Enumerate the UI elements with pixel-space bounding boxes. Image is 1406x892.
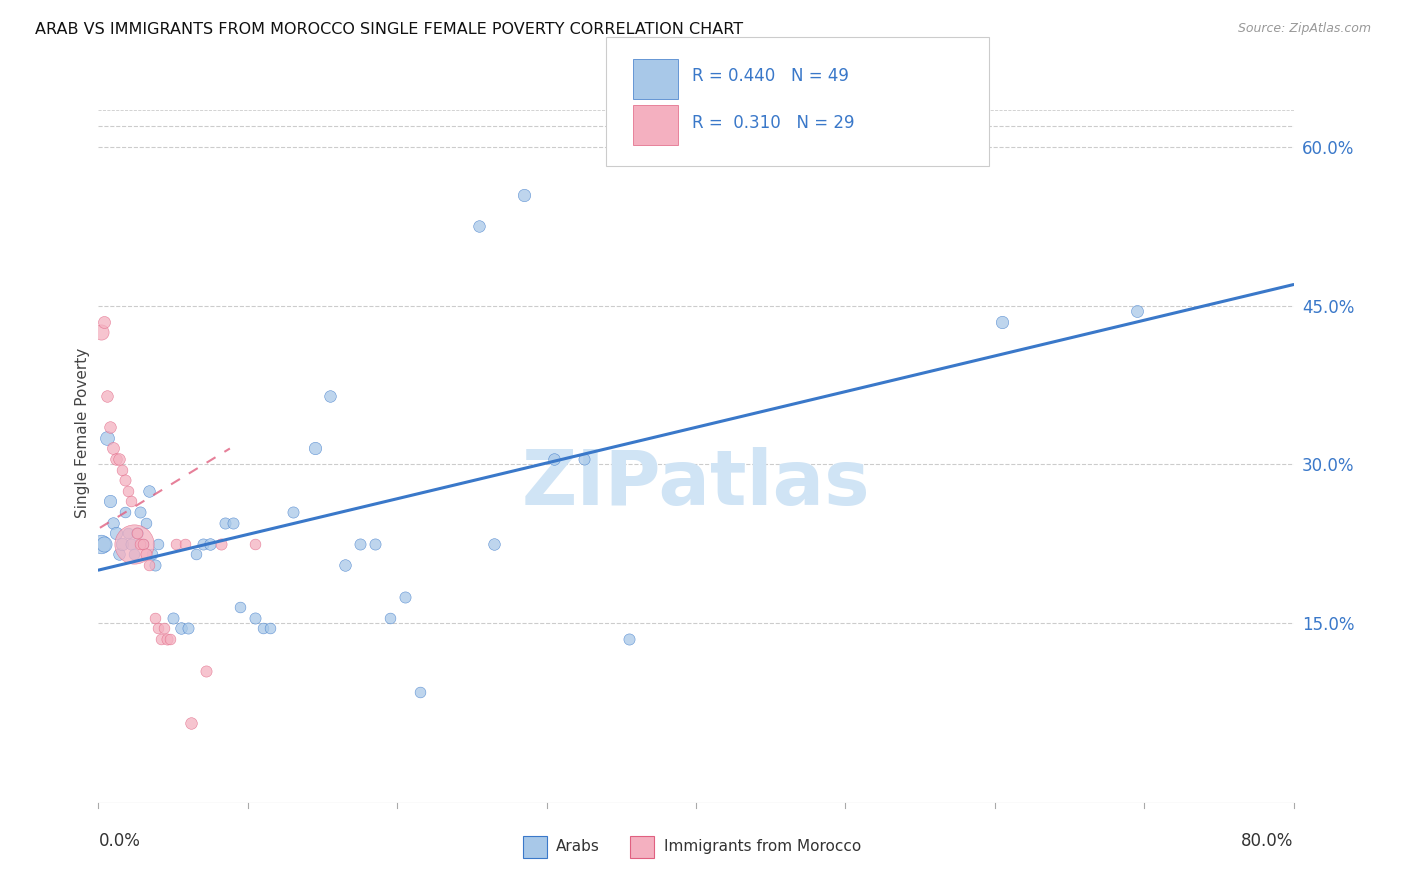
- Point: [259, 621, 281, 635]
- Point: [252, 621, 274, 635]
- Point: [222, 516, 245, 530]
- Point: [1125, 304, 1147, 318]
- Text: R =  0.310   N = 29: R = 0.310 N = 29: [692, 114, 855, 132]
- Text: Source: ZipAtlas.com: Source: ZipAtlas.com: [1237, 22, 1371, 36]
- Point: [90, 325, 112, 339]
- Point: [114, 505, 136, 519]
- Point: [209, 537, 232, 551]
- Point: [108, 452, 131, 467]
- Point: [138, 558, 160, 572]
- Point: [129, 537, 152, 551]
- Point: [143, 611, 166, 625]
- Point: [114, 473, 136, 487]
- Point: [543, 452, 565, 467]
- Text: R = 0.440   N = 49: R = 0.440 N = 49: [692, 67, 849, 85]
- Point: [98, 420, 122, 434]
- Point: [484, 537, 506, 551]
- Point: [214, 516, 236, 530]
- Point: [111, 537, 134, 551]
- Point: [195, 664, 218, 678]
- Point: [117, 526, 139, 541]
- Point: [148, 537, 170, 551]
- Bar: [523, 836, 547, 858]
- Point: [174, 537, 197, 551]
- Point: [229, 600, 252, 615]
- Point: [90, 537, 112, 551]
- Point: [177, 621, 200, 635]
- Bar: [630, 836, 654, 858]
- Point: [200, 537, 222, 551]
- FancyBboxPatch shape: [606, 37, 988, 166]
- Text: 0.0%: 0.0%: [98, 832, 141, 850]
- Point: [93, 537, 115, 551]
- Point: [153, 621, 176, 635]
- Point: [127, 526, 149, 541]
- Point: [513, 187, 536, 202]
- Point: [117, 483, 139, 498]
- Point: [468, 219, 491, 234]
- Point: [135, 516, 157, 530]
- Point: [169, 621, 191, 635]
- Point: [180, 716, 202, 731]
- Point: [141, 547, 163, 561]
- Point: [148, 621, 170, 635]
- Bar: [633, 104, 678, 145]
- Text: 80.0%: 80.0%: [1241, 832, 1294, 850]
- Point: [162, 611, 184, 625]
- Y-axis label: Single Female Poverty: Single Female Poverty: [75, 348, 90, 517]
- Text: Arabs: Arabs: [557, 839, 600, 854]
- Text: ARAB VS IMMIGRANTS FROM MOROCCO SINGLE FEMALE POVERTY CORRELATION CHART: ARAB VS IMMIGRANTS FROM MOROCCO SINGLE F…: [35, 22, 744, 37]
- Point: [120, 494, 142, 508]
- Point: [281, 505, 304, 519]
- Point: [132, 537, 155, 551]
- Point: [150, 632, 173, 646]
- Point: [132, 537, 155, 551]
- Point: [143, 558, 166, 572]
- Point: [319, 389, 342, 403]
- Point: [408, 685, 430, 699]
- Point: [364, 537, 387, 551]
- Point: [394, 590, 416, 604]
- Bar: [633, 59, 678, 99]
- Point: [111, 463, 134, 477]
- Point: [135, 547, 157, 561]
- Point: [349, 537, 371, 551]
- Point: [96, 431, 118, 445]
- Point: [304, 442, 326, 456]
- Point: [378, 611, 401, 625]
- Point: [103, 442, 125, 456]
- Point: [991, 315, 1014, 329]
- Point: [165, 537, 187, 551]
- Point: [159, 632, 181, 646]
- Point: [124, 547, 146, 561]
- Point: [245, 537, 267, 551]
- Point: [105, 526, 128, 541]
- Point: [108, 547, 131, 561]
- Text: ZIPatlas: ZIPatlas: [522, 448, 870, 522]
- Point: [98, 494, 122, 508]
- Point: [617, 632, 640, 646]
- Point: [572, 452, 595, 467]
- Text: Immigrants from Morocco: Immigrants from Morocco: [664, 839, 860, 854]
- Point: [96, 389, 118, 403]
- Point: [124, 537, 146, 551]
- Point: [127, 526, 149, 541]
- Point: [129, 505, 152, 519]
- Point: [333, 558, 356, 572]
- Point: [245, 611, 267, 625]
- Point: [156, 632, 179, 646]
- Point: [120, 537, 142, 551]
- Point: [184, 547, 207, 561]
- Point: [191, 537, 214, 551]
- Point: [93, 315, 115, 329]
- Point: [105, 452, 128, 467]
- Point: [138, 483, 160, 498]
- Point: [103, 516, 125, 530]
